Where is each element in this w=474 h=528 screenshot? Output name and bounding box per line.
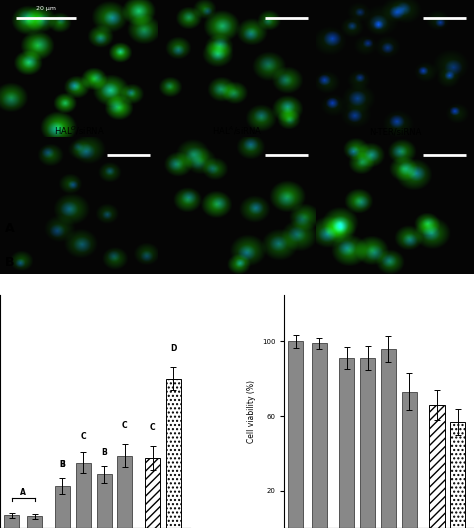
Bar [166,379,181,528]
Bar [360,358,375,528]
Bar [55,486,70,528]
Bar [381,349,396,528]
Bar [311,343,327,528]
Bar [118,456,132,528]
Bar [27,516,42,528]
Text: A: A [5,222,14,235]
Bar [450,422,465,528]
Title: HAL$^A$/siRNA: HAL$^A$/siRNA [212,125,262,137]
Bar [76,463,91,528]
Title: HAL$^O$/siRNA: HAL$^O$/siRNA [54,125,104,137]
Text: A: A [20,487,26,496]
Text: B: B [60,459,65,468]
Text: C: C [150,423,155,432]
Title: N-TER/siRNA: N-TER/siRNA [369,127,421,136]
Bar [4,515,19,528]
Text: B: B [101,448,107,457]
Text: B: B [5,256,14,269]
Text: C: C [122,421,128,430]
Text: B: B [60,459,65,468]
Bar [145,458,160,528]
Bar [429,405,445,528]
Bar [289,342,303,528]
Y-axis label: Cell viability (%): Cell viability (%) [247,380,256,443]
Text: D: D [170,344,177,353]
Bar [97,474,111,528]
Text: C: C [81,431,86,440]
Text: 20 μm: 20 μm [36,6,56,11]
Bar [402,392,417,528]
Bar [339,358,355,528]
